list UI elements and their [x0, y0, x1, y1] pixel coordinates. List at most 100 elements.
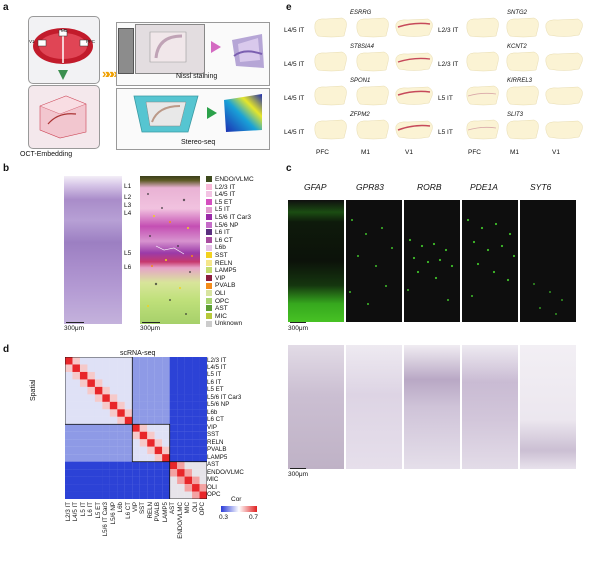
- heatmap-cell: [192, 454, 200, 462]
- heatmap-row-label: L5/6 IT Car3: [207, 393, 242, 401]
- heatmap-cell: [79, 491, 88, 499]
- heatmap-cell: [109, 431, 118, 440]
- heatmap-col-label: L5/6 NP: [109, 502, 117, 525]
- heatmap-cell: [132, 371, 140, 380]
- e-region-pfc-1: PFC: [316, 149, 329, 156]
- heatmap-cell: [199, 424, 207, 432]
- heatmap-cell: [72, 454, 81, 462]
- heatmap-cell: [169, 357, 178, 365]
- heatmap-cell: [102, 476, 110, 485]
- heatmap-cell: [132, 401, 140, 410]
- heatmap-cell: [177, 461, 185, 470]
- heatmap-cell: [94, 357, 103, 365]
- heatmap-cell: [87, 364, 95, 373]
- heatmap-cell: [192, 416, 200, 425]
- e-gene-4: ZFPM2: [350, 112, 370, 118]
- heatmap-cell: [177, 357, 185, 365]
- heatmap-cell: [124, 401, 133, 410]
- heatmap-cell: [87, 491, 95, 499]
- e-gene-8: SLIT3: [507, 112, 524, 118]
- scale-text-right: 300μm: [140, 325, 161, 332]
- heatmap-cell: [117, 461, 125, 470]
- heatmap-cell: [184, 401, 193, 410]
- down-arrow-icon: [58, 70, 68, 80]
- heatmap-cell: [124, 491, 133, 499]
- heatmap-cell: [192, 424, 200, 432]
- heatmap-cell: [169, 401, 178, 410]
- legend-swatch: [206, 176, 212, 183]
- heatmap-cell: [109, 371, 118, 380]
- heatmap-cell: [169, 446, 178, 455]
- heatmap-cell: [192, 371, 200, 380]
- heatmap-cell: [87, 357, 95, 365]
- heatmap-cell: [65, 469, 73, 477]
- heatmap-cell: [124, 469, 133, 477]
- brain-schematic: [33, 28, 93, 64]
- heatmap-cell: [117, 394, 125, 402]
- heatmap-cell: [132, 394, 140, 402]
- legend-item: PVALB: [206, 282, 235, 290]
- heatmap-cell: [102, 454, 110, 462]
- heatmap-cell: [79, 409, 88, 417]
- heatmap-cell: [109, 379, 118, 387]
- heatmap-cell: [65, 401, 73, 410]
- heatmap-cell: [72, 484, 81, 492]
- heatmap-cell: [147, 364, 155, 373]
- heatmap-cell: [192, 409, 200, 417]
- heatmap-cell: [139, 371, 148, 380]
- heatmap-cell: [109, 484, 118, 492]
- fish-gfap-image: [288, 200, 344, 322]
- heatmap-cell: [65, 379, 73, 387]
- heatmap-cell: [147, 371, 155, 380]
- heatmap-cell: [72, 491, 81, 499]
- heatmap-cell: [94, 371, 103, 380]
- panel-e-label: e: [286, 2, 292, 13]
- heatmap-cell: [139, 379, 148, 387]
- legend-swatch: [206, 275, 212, 282]
- heatmap-cell: [184, 431, 193, 440]
- heatmap-cell: [124, 431, 133, 440]
- heatmap-cell: [87, 476, 95, 485]
- heatmap-cell: [94, 364, 103, 373]
- heatmap-cell: [102, 371, 110, 380]
- legend-swatch: [206, 237, 212, 244]
- heatmap-cell: [109, 461, 118, 470]
- heatmap-cell: [102, 446, 110, 455]
- heatmap-cell: [154, 491, 163, 499]
- heatmap-cell: [124, 484, 133, 492]
- heatmap-cell: [147, 431, 155, 440]
- heatmap-cell: [199, 379, 207, 387]
- heatmap-cell: [65, 424, 73, 432]
- legend-swatch: [206, 221, 212, 228]
- heatmap-cell: [184, 439, 193, 447]
- scale-text-left: 300μm: [64, 325, 85, 332]
- heatmap-cell: [199, 364, 207, 373]
- heatmap-row-label: L6 CT: [207, 416, 224, 424]
- colorbar-title: Cor: [231, 496, 242, 503]
- heatmap-cell: [154, 424, 163, 432]
- heatmap-cell: [132, 379, 140, 387]
- heatmap-cell: [199, 431, 207, 440]
- heatmap-side-label: Spatial: [30, 379, 37, 401]
- heatmap-cell: [79, 416, 88, 425]
- legend-swatch: [206, 305, 212, 312]
- block-excitatory: [65, 357, 133, 425]
- heatmap-cell: [124, 409, 133, 417]
- heatmap-col-label: LAMP5: [161, 502, 169, 523]
- heatmap-cell: [109, 394, 118, 402]
- heatmap-row-label: PVALB: [207, 446, 227, 454]
- heatmap-cell: [139, 431, 148, 440]
- heatmap-cell: [184, 491, 193, 499]
- heatmap-cell: [72, 469, 81, 477]
- legend-item: L5 ET: [206, 199, 232, 207]
- heatmap-cell: [79, 379, 88, 387]
- legend-item: L6b: [206, 244, 226, 252]
- heatmap-cell: [147, 424, 155, 432]
- heatmap-cell: [147, 491, 155, 499]
- fish-dots-overlay: [349, 218, 563, 315]
- heatmap-cell: [117, 469, 125, 477]
- heatmap-cell: [184, 424, 193, 432]
- heatmap-cell: [124, 454, 133, 462]
- layer-l3: L3: [124, 202, 132, 209]
- heatmap-cell: [79, 401, 88, 410]
